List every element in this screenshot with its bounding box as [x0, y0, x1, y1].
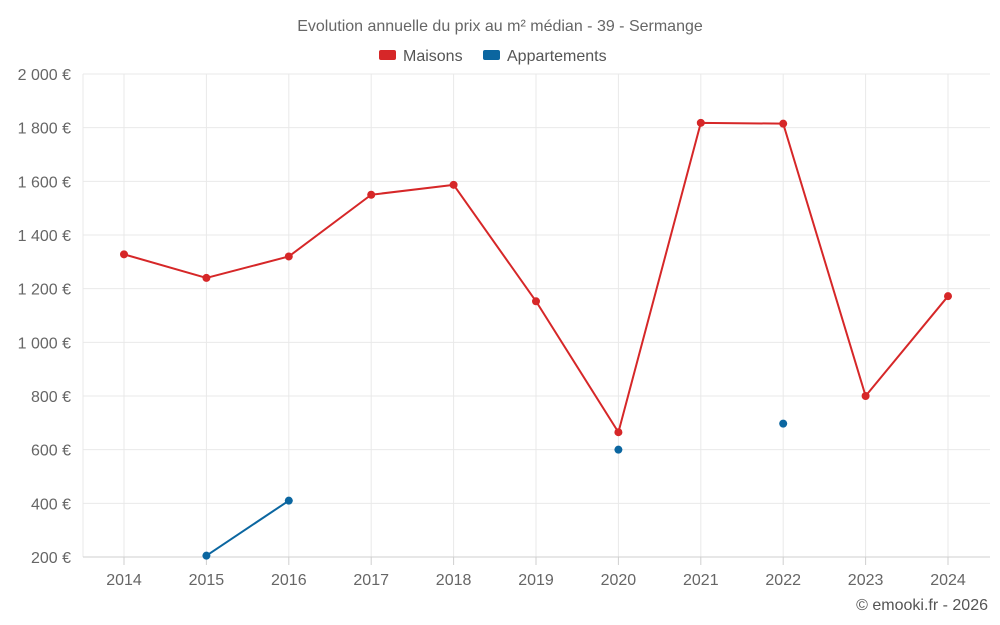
legend-swatch [379, 50, 396, 60]
x-tick-label: 2018 [436, 572, 472, 589]
data-point-maisons-2024[interactable] [944, 292, 952, 301]
data-point-maisons-2023[interactable] [861, 392, 870, 400]
data-point-appartements-2016[interactable] [284, 496, 293, 505]
data-point-maisons-2018[interactable] [449, 180, 458, 189]
legend-label: Appartements [507, 48, 607, 65]
legend-swatch [483, 50, 500, 60]
x-tick-label: 2017 [353, 572, 389, 589]
data-point-appartements-2022[interactable] [779, 419, 788, 428]
legend-label: Maisons [403, 48, 463, 65]
data-point-maisons-2015[interactable] [202, 273, 211, 282]
series-maisons [120, 118, 952, 437]
y-tick-label: 400 € [31, 496, 71, 513]
x-tick-label: 2019 [518, 572, 554, 589]
legend-item-appartements[interactable]: Appartements [483, 48, 607, 65]
y-tick-label: 200 € [31, 550, 71, 567]
y-tick-label: 1 600 € [18, 174, 71, 191]
series-layer [120, 118, 952, 560]
x-tick-label: 2016 [271, 572, 307, 589]
y-tick-label: 1 400 € [18, 228, 71, 245]
data-point-appartements-2015[interactable] [202, 551, 211, 560]
x-tick-label: 2014 [106, 572, 142, 589]
credit-text: © emooki.fr - 2026 [856, 597, 988, 614]
y-tick-label: 1 000 € [18, 335, 71, 352]
x-tick-label: 2022 [765, 572, 801, 589]
data-point-maisons-2021[interactable] [696, 118, 705, 127]
y-tick-label: 1 200 € [18, 282, 71, 299]
y-tick-label: 600 € [31, 443, 71, 460]
data-point-appartements-2020[interactable] [614, 445, 623, 454]
x-axis: 2014 2015 2016 2017 2018 2019 2020 2021 2022 2023… [83, 556, 990, 589]
series-line-appartements [205, 499, 290, 557]
chart-title: Evolution annuelle du prix au m² médian … [297, 18, 703, 35]
y-tick-label: 2 000 € [18, 67, 71, 84]
legend: Maisons Appartements [379, 48, 607, 65]
data-point-maisons-2016[interactable] [284, 252, 293, 261]
y-tick-label: 1 800 € [18, 121, 71, 138]
x-tick-label: 2021 [683, 572, 719, 589]
x-tick-label: 2015 [189, 572, 225, 589]
data-point-maisons-2019[interactable] [532, 297, 540, 306]
grid [82, 73, 990, 557]
data-point-maisons-2014[interactable] [120, 250, 128, 259]
data-point-maisons-2017[interactable] [367, 190, 376, 199]
x-tick-label: 2020 [601, 572, 637, 589]
series-appartements [202, 419, 788, 560]
y-tick-label: 800 € [31, 389, 71, 406]
data-point-maisons-2020[interactable] [614, 428, 623, 437]
x-tick-label: 2023 [848, 572, 884, 589]
x-tick-label: 2024 [930, 572, 966, 589]
data-point-maisons-2022[interactable] [779, 119, 788, 128]
legend-item-maisons[interactable]: Maisons [379, 48, 463, 65]
y-axis: 200 € 400 € 600 € 800 € 1 000 € 1 200 € 1 400 … [18, 67, 71, 567]
